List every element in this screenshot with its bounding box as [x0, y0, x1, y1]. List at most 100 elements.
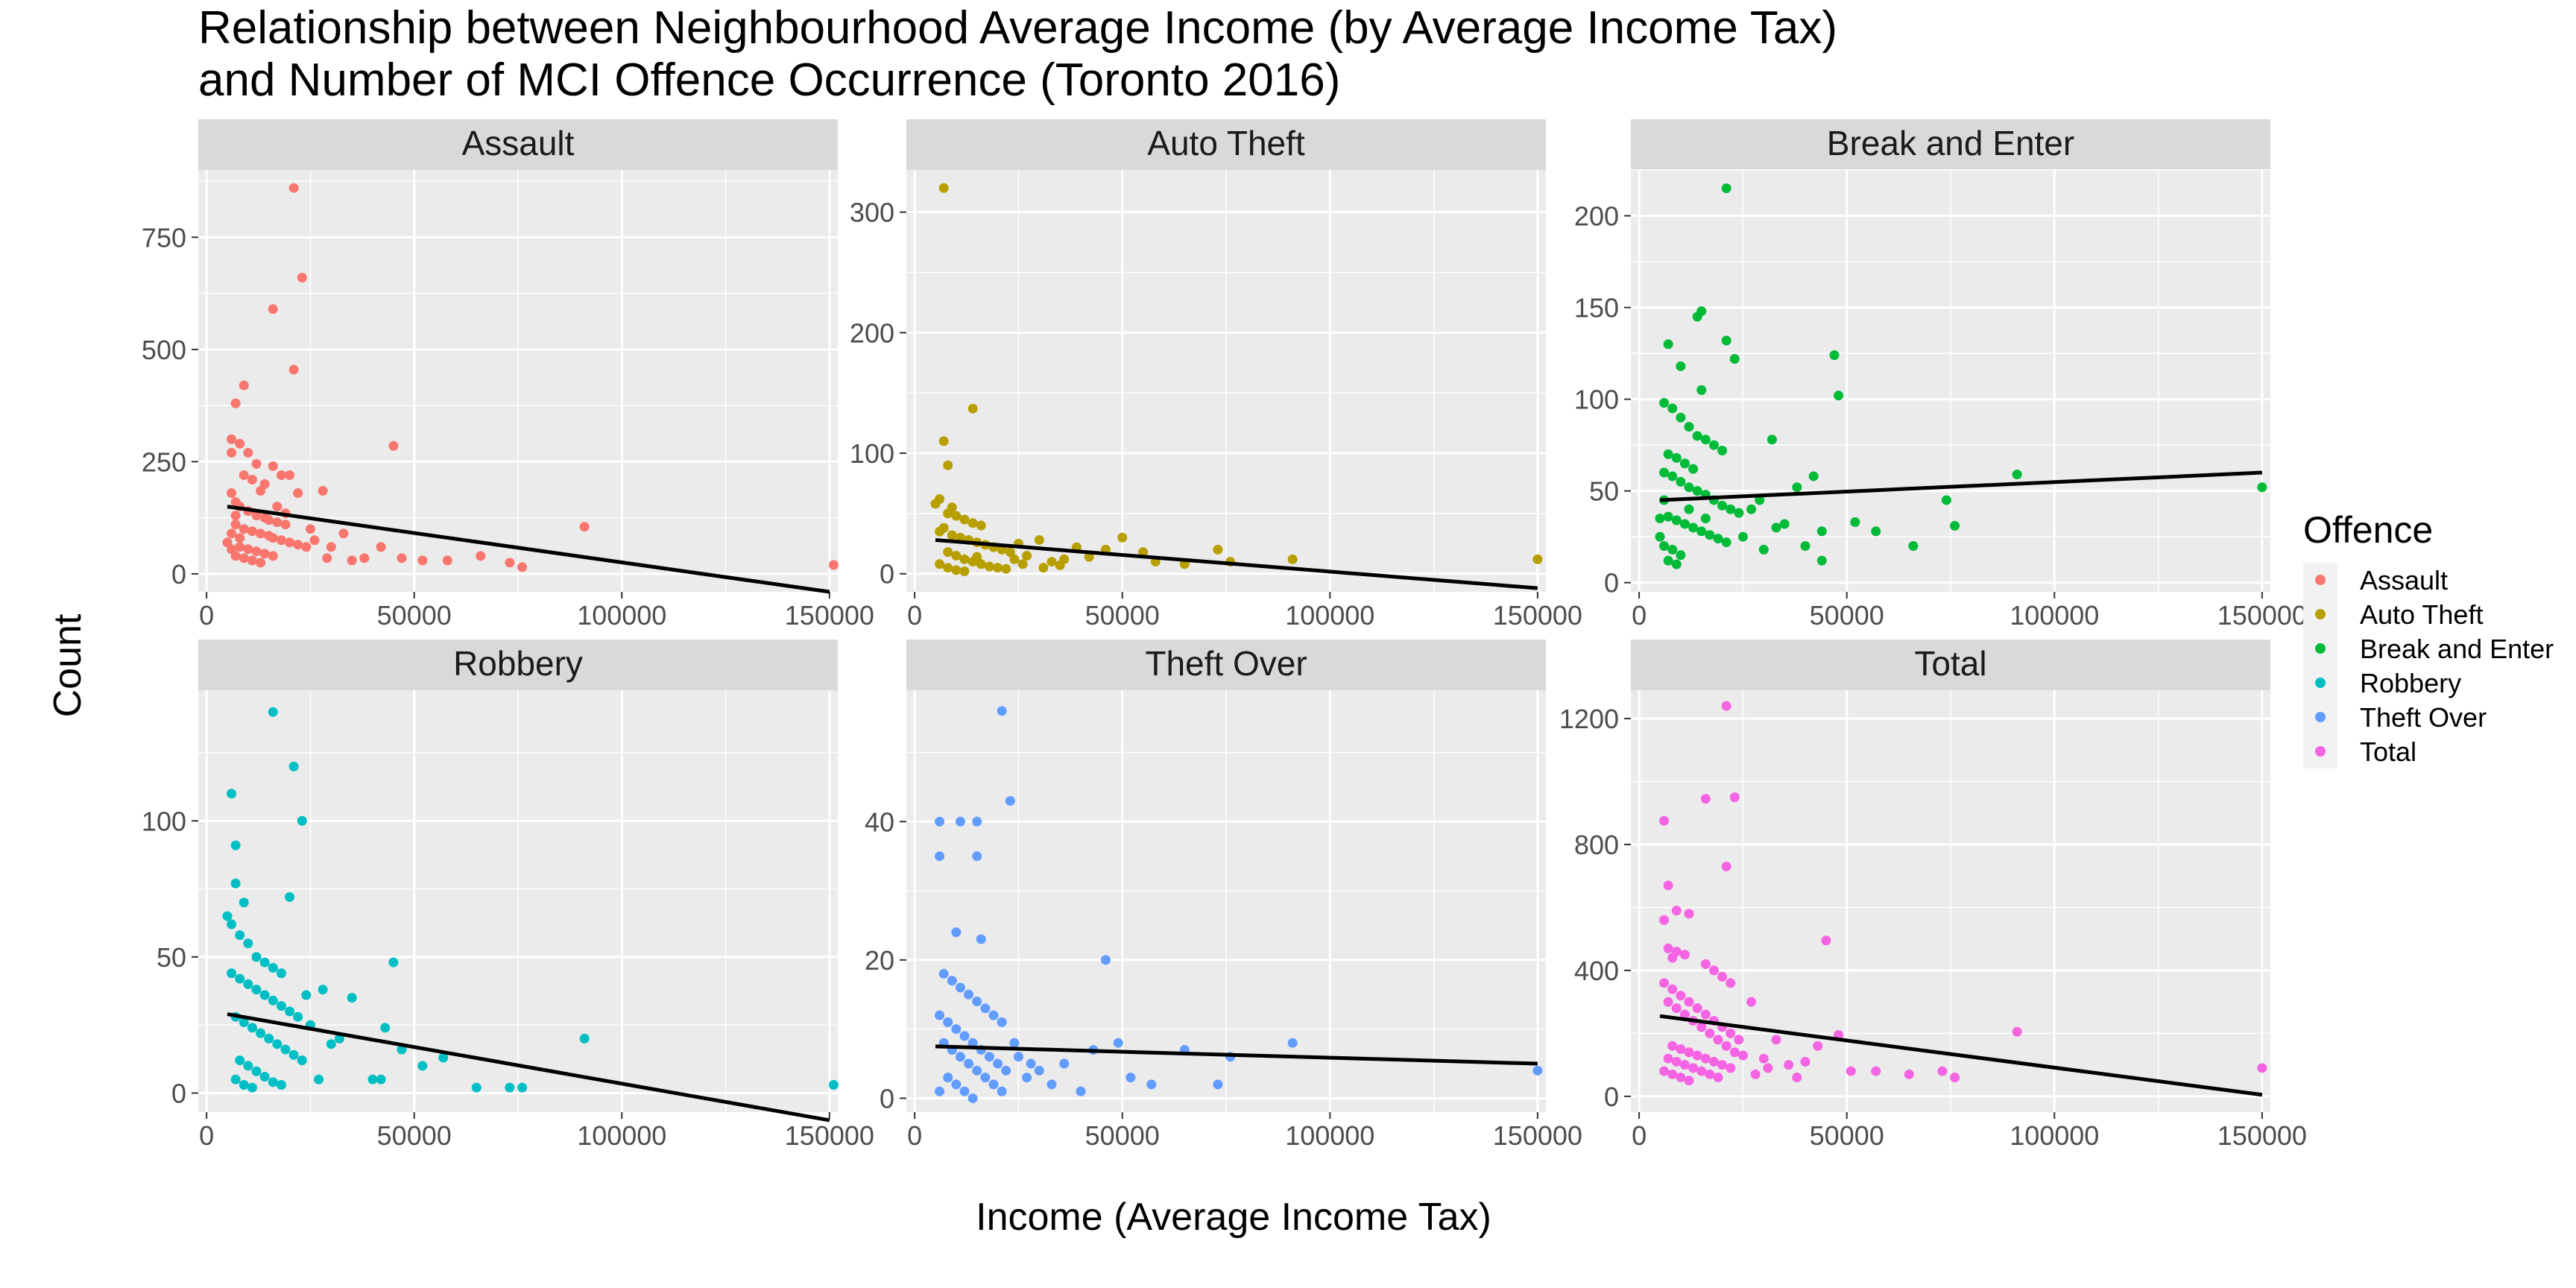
- data-point: [288, 183, 299, 193]
- data-point: [251, 1066, 262, 1076]
- data-point: [943, 1073, 953, 1083]
- data-point: [1684, 1047, 1694, 1058]
- x-tick-label: 50000: [1810, 1120, 1884, 1151]
- data-point: [239, 553, 249, 564]
- data-point: [256, 486, 266, 496]
- data-point: [1009, 554, 1020, 564]
- data-point: [1700, 514, 1711, 524]
- x-tick-label: 0: [199, 600, 214, 631]
- data-point: [1726, 504, 1736, 514]
- data-point: [951, 511, 962, 521]
- trend-line: [1659, 1014, 2263, 1097]
- data-point: [1009, 1038, 1020, 1048]
- legend-label: Theft Over: [2360, 702, 2487, 733]
- data-point: [1146, 1079, 1157, 1090]
- data-point: [1792, 482, 1802, 493]
- data-point: [1126, 1073, 1136, 1083]
- data-point: [947, 976, 957, 986]
- data-point: [1696, 526, 1707, 537]
- data-point: [1713, 1035, 1723, 1045]
- data-point: [972, 997, 982, 1007]
- data-point: [1717, 971, 1728, 982]
- data-point: [1763, 1063, 1773, 1073]
- data-point: [1713, 1073, 1723, 1083]
- facet-strip-label: Assault: [462, 124, 575, 162]
- data-point: [1076, 1086, 1086, 1096]
- data-point: [1771, 1035, 1781, 1045]
- data-point: [1671, 559, 1682, 569]
- data-point: [376, 542, 386, 552]
- data-point: [1941, 495, 1951, 505]
- data-point: [1663, 997, 1673, 1007]
- y-tick-label: 750: [142, 222, 186, 253]
- facet-strip-label: Robbery: [453, 644, 583, 683]
- data-point: [1034, 1065, 1044, 1076]
- data-point: [1001, 1065, 1011, 1076]
- data-point: [1726, 1028, 1736, 1038]
- data-point: [1684, 909, 1694, 919]
- data-point: [347, 555, 357, 566]
- facet-panel: Auto Theft 0 50000 100000 150000 0 100 200 300: [850, 119, 1582, 631]
- data-point: [359, 553, 370, 564]
- x-tick-label: 100000: [1285, 600, 1374, 631]
- data-point: [338, 528, 349, 539]
- data-point: [285, 892, 295, 903]
- data-point: [347, 993, 357, 1003]
- data-point: [268, 995, 278, 1006]
- data-point: [1001, 564, 1011, 574]
- x-axis-label: Income (Average Income Tax): [976, 1196, 1491, 1239]
- legend-key: [2315, 575, 2326, 585]
- data-point: [239, 897, 249, 908]
- legend-key: [2315, 712, 2326, 722]
- y-tick-label: 0: [1604, 1082, 1619, 1112]
- y-tick-label: 50: [1589, 476, 1619, 507]
- data-point: [997, 1017, 1007, 1027]
- data-point: [1721, 862, 1731, 872]
- data-point: [1717, 500, 1728, 511]
- data-point: [935, 1010, 945, 1020]
- data-point: [288, 364, 299, 375]
- data-point: [964, 1058, 974, 1069]
- data-point: [1659, 540, 1670, 551]
- data-point: [1700, 794, 1711, 804]
- data-point: [1684, 482, 1694, 493]
- data-point: [1017, 559, 1028, 569]
- data-point: [972, 816, 982, 827]
- data-point: [1721, 537, 1731, 548]
- data-point: [1850, 517, 1860, 527]
- facet-panel: Total 0 50000 100000 150000 0 400 800 1200: [1559, 640, 2307, 1151]
- data-point: [1655, 514, 1665, 524]
- data-point: [1692, 1050, 1702, 1061]
- y-tick-label: 0: [880, 1083, 894, 1114]
- data-point: [322, 553, 332, 564]
- data-point: [1708, 1056, 1719, 1067]
- data-point: [1816, 526, 1827, 537]
- data-point: [1721, 1041, 1731, 1051]
- data-point: [1679, 458, 1690, 469]
- data-point: [967, 403, 978, 414]
- data-point: [235, 438, 245, 449]
- x-tick-label: 150000: [785, 1120, 874, 1151]
- x-tick-label: 50000: [377, 1120, 452, 1151]
- legend-label: Robbery: [2360, 668, 2461, 698]
- data-point: [1755, 495, 1765, 505]
- data-point: [1663, 511, 1673, 522]
- data-point: [1750, 1069, 1761, 1079]
- data-point: [1684, 504, 1694, 514]
- data-point: [293, 1011, 303, 1022]
- data-point: [239, 1079, 249, 1090]
- data-point: [1950, 1073, 1960, 1083]
- data-point: [972, 1065, 982, 1076]
- data-point: [276, 535, 286, 546]
- data-point: [935, 816, 945, 827]
- data-point: [326, 542, 336, 552]
- x-tick-label: 0: [1632, 600, 1647, 631]
- data-point: [256, 558, 266, 568]
- data-point: [967, 1038, 978, 1048]
- data-point: [268, 533, 278, 543]
- data-point: [247, 474, 257, 484]
- data-point: [1871, 1066, 1881, 1076]
- data-point: [230, 511, 241, 521]
- data-point: [230, 520, 241, 530]
